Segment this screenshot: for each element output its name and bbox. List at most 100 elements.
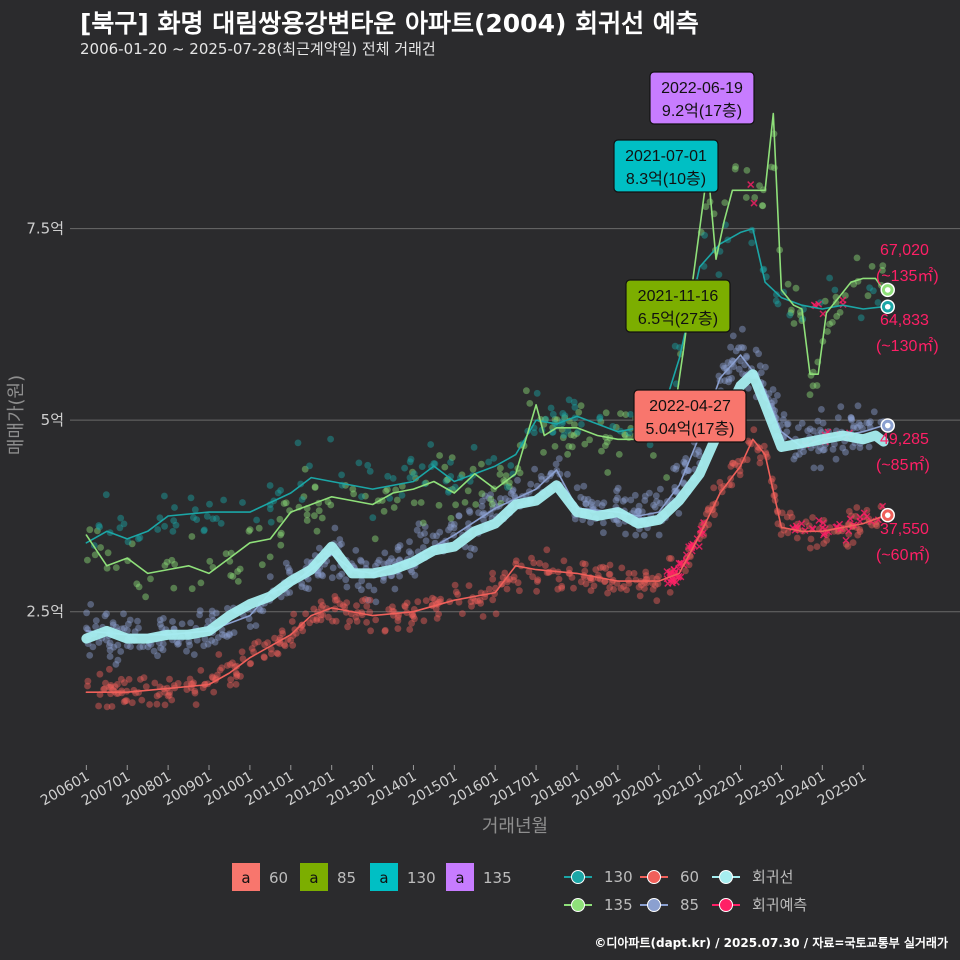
legend-line-label-135: 135 xyxy=(604,896,633,914)
scatter-point-60 xyxy=(431,596,438,603)
scatter-point-135 xyxy=(751,194,759,201)
scatter-point-135 xyxy=(452,501,459,509)
scatter-point-85 xyxy=(158,624,166,632)
scatter-point-85 xyxy=(816,426,824,434)
scatter-point-85 xyxy=(106,653,114,660)
legend-line-key-marker xyxy=(571,870,585,884)
scatter-point-130 xyxy=(102,491,110,499)
scatter-point-85 xyxy=(391,585,399,593)
scatter-point-85 xyxy=(527,480,535,488)
scatter-point-85 xyxy=(533,482,541,490)
scatter-point-130 xyxy=(542,415,550,423)
scatter-point-135 xyxy=(505,483,513,490)
scatter-point-85 xyxy=(136,643,144,651)
scatter-point-85 xyxy=(139,643,147,650)
scatter-point-135 xyxy=(276,515,284,523)
scatter-point-60 xyxy=(107,683,115,691)
scatter-point-60 xyxy=(793,534,801,542)
scatter-point-60 xyxy=(372,616,380,624)
legend-area-key-60 xyxy=(232,863,260,891)
scatter-point-135 xyxy=(612,423,620,431)
highlight-date: 2021-07-01 xyxy=(625,148,707,165)
scatter-point-85 xyxy=(106,646,114,654)
scatter-point-60 xyxy=(728,481,736,489)
scatter-point-135 xyxy=(469,465,477,473)
scatter-point-60 xyxy=(581,567,589,575)
scatter-point-60 xyxy=(406,626,414,633)
scatter-point-60 xyxy=(823,536,831,544)
scatter-point-60 xyxy=(268,650,275,658)
scatter-point-85 xyxy=(157,620,164,628)
scatter-point-60 xyxy=(705,505,712,512)
scatter-point-60 xyxy=(784,529,792,537)
scatter-point-85 xyxy=(588,498,596,506)
scatter-point-60 xyxy=(111,683,119,690)
prediction-marker-dot xyxy=(884,287,891,293)
scatter-point-60 xyxy=(329,617,336,625)
scatter-point-85 xyxy=(818,406,825,413)
scatter-point-130 xyxy=(866,284,873,292)
scatter-point-85 xyxy=(631,491,639,499)
scatter-point-130 xyxy=(364,461,372,469)
scatter-point-60 xyxy=(788,513,796,521)
scatter-point-60 xyxy=(716,478,724,486)
scatter-point-85 xyxy=(548,469,555,477)
scatter-point-135 xyxy=(311,484,319,491)
scatter-point-130 xyxy=(267,518,275,526)
scatter-point-85 xyxy=(286,567,294,575)
scatter-point-135 xyxy=(497,464,504,472)
scatter-point-85 xyxy=(421,530,428,537)
highlight-value: 9.2억(17층) xyxy=(662,102,742,120)
scatter-point-85 xyxy=(804,427,812,435)
scatter-point-135 xyxy=(879,262,887,270)
scatter-point-60 xyxy=(153,700,161,708)
scatter-point-130 xyxy=(217,520,225,527)
scatter-point-135 xyxy=(829,319,836,326)
scatter-point-85 xyxy=(730,357,737,365)
scatter-point-60 xyxy=(101,685,108,693)
scatter-point-60 xyxy=(503,576,511,583)
scatter-point-60 xyxy=(655,573,662,580)
scatter-point-60 xyxy=(237,672,244,680)
scatter-point-60 xyxy=(153,692,161,700)
scatter-point-60 xyxy=(455,598,463,606)
scatter-point-135 xyxy=(393,496,401,504)
scatter-point-60 xyxy=(302,610,309,618)
scatter-point-60 xyxy=(84,682,91,690)
scatter-point-135 xyxy=(229,573,237,580)
scatter-point-60 xyxy=(100,685,107,693)
scatter-point-135 xyxy=(448,454,456,461)
scatter-point-85 xyxy=(627,496,635,504)
scatter-point-85 xyxy=(103,636,110,644)
scatter-point-85 xyxy=(619,497,627,505)
scatter-point-130 xyxy=(200,527,208,535)
scatter-point-130 xyxy=(355,459,363,467)
scatter-point-60 xyxy=(191,687,199,695)
scatter-point-60 xyxy=(394,613,402,621)
scatter-point-130 xyxy=(418,463,426,470)
scatter-point-85 xyxy=(331,524,339,532)
scatter-point-85 xyxy=(112,661,120,668)
scatter-point-130 xyxy=(831,286,839,294)
scatter-point-135 xyxy=(188,533,196,540)
scatter-point-85 xyxy=(735,344,742,352)
scatter-point-135 xyxy=(868,263,876,270)
scatter-point-135 xyxy=(743,167,751,174)
scatter-point-85 xyxy=(131,628,139,635)
scatter-point-85 xyxy=(394,543,402,551)
scatter-point-85 xyxy=(411,571,419,579)
scatter-point-135 xyxy=(663,474,670,481)
scatter-point-60 xyxy=(232,669,240,677)
scatter-point-85 xyxy=(832,455,840,463)
scatter-point-60 xyxy=(403,599,411,607)
scatter-point-60 xyxy=(343,599,351,606)
scatter-point-135 xyxy=(842,292,849,299)
scatter-point-135 xyxy=(447,514,455,522)
scatter-point-135 xyxy=(282,499,290,507)
scatter-point-60 xyxy=(516,587,523,595)
scatter-point-85 xyxy=(755,350,762,358)
scatter-point-130 xyxy=(772,297,780,305)
scatter-point-85 xyxy=(196,607,204,614)
scatter-point-85 xyxy=(837,403,845,411)
scatter-point-60 xyxy=(251,640,259,647)
